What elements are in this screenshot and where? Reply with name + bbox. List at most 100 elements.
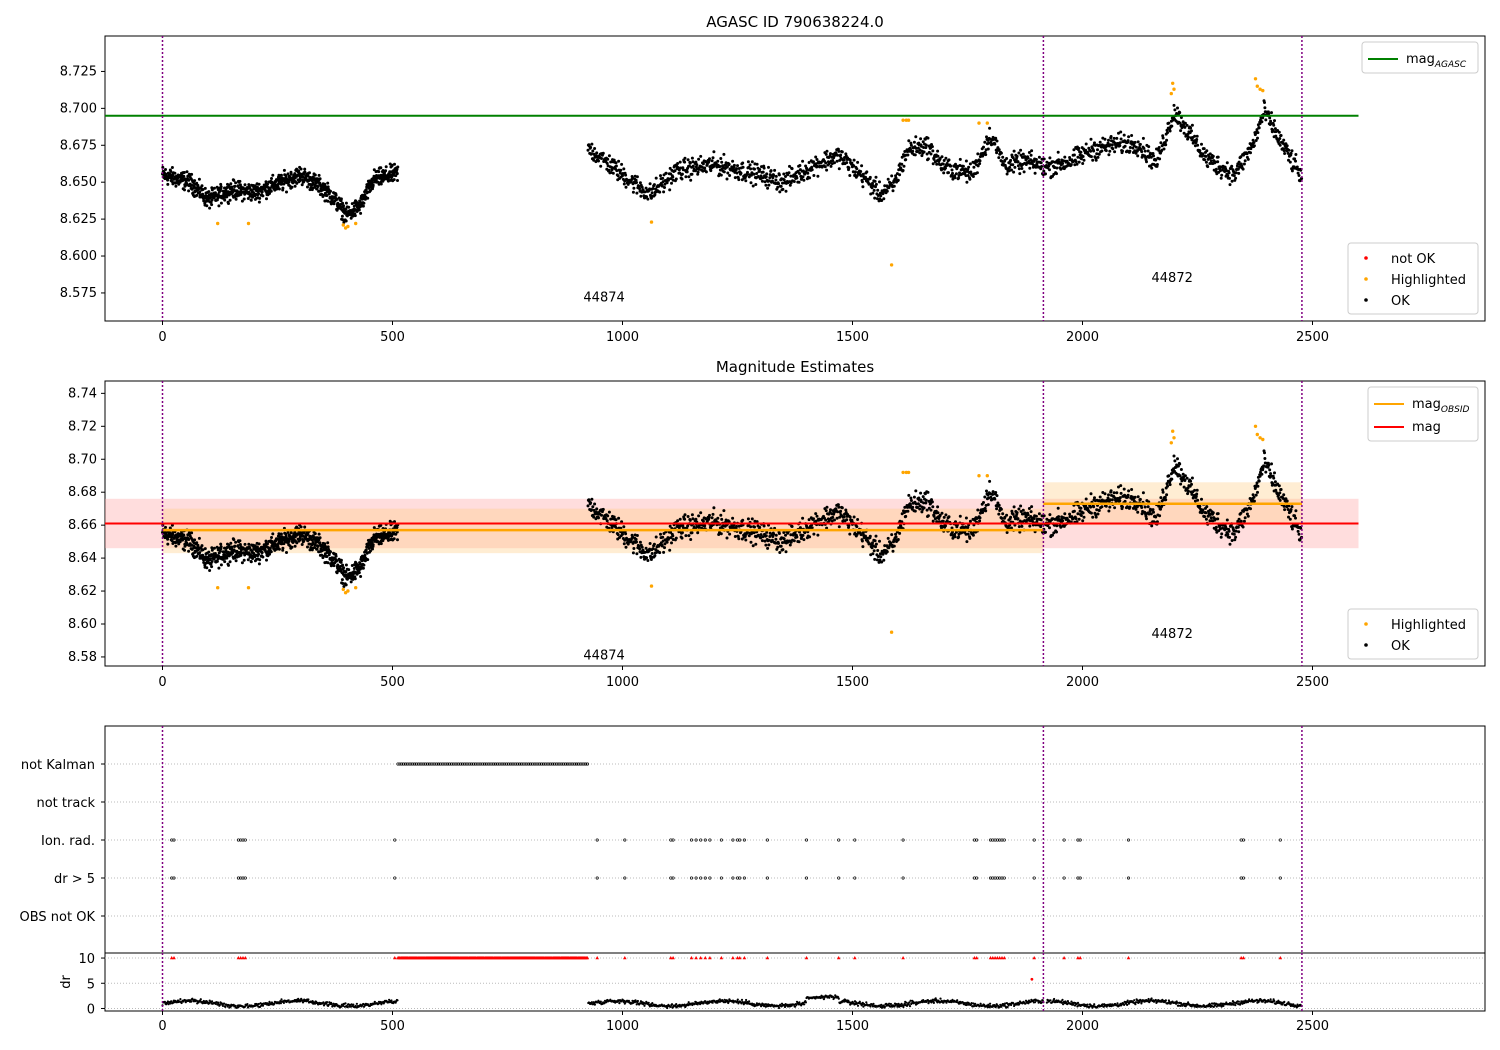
ok-point (840, 506, 844, 510)
ok-point (395, 167, 399, 171)
ok-point (1084, 504, 1088, 508)
ok-point (659, 174, 662, 178)
ok-point (762, 524, 766, 528)
ok-point (653, 193, 657, 197)
ok-point (741, 165, 745, 169)
ok-point (1189, 126, 1193, 130)
ok-point (239, 553, 243, 557)
ok-point (954, 162, 957, 166)
ok-point (1214, 160, 1217, 164)
ok-point (332, 202, 336, 206)
ok-point (1075, 162, 1079, 166)
ok-point (812, 174, 816, 177)
ok-point (217, 566, 221, 570)
ok-point (752, 531, 756, 535)
ok-point (192, 544, 196, 548)
ok-point (390, 163, 394, 167)
ok-point (954, 520, 957, 524)
ok-point (897, 168, 901, 172)
ok-point (1166, 131, 1169, 135)
ok-point (1107, 138, 1110, 142)
ok-point (784, 533, 787, 537)
ok-point (243, 183, 247, 187)
ok-point (906, 509, 910, 513)
ok-point (210, 203, 214, 207)
ok-point (879, 194, 883, 198)
ok-point (926, 514, 930, 518)
ok-point (1160, 504, 1164, 508)
ok-point (1118, 141, 1122, 145)
ok-point (291, 541, 295, 544)
ok-point (187, 538, 191, 541)
ok-point (1205, 149, 1209, 153)
ok-point (230, 185, 234, 189)
ok-point (266, 182, 269, 186)
ok-point (164, 525, 167, 529)
ok-point (326, 185, 330, 189)
ok-point (661, 176, 665, 180)
ok-point (882, 197, 886, 201)
ok-point (593, 147, 597, 150)
ok-point (690, 531, 694, 535)
ok-point (174, 544, 178, 548)
ok-point (756, 533, 760, 537)
ok-point (270, 177, 273, 180)
ok-point (730, 165, 734, 169)
ok-point (1270, 111, 1273, 115)
ok-point (653, 554, 657, 558)
ok-point (835, 516, 839, 520)
ok-point (894, 174, 898, 178)
ok-point (1136, 495, 1140, 499)
ok-point (766, 186, 770, 190)
ok-point (855, 525, 859, 529)
ok-point (394, 532, 398, 536)
ok-point (270, 536, 273, 539)
ok-point (219, 563, 223, 567)
ok-point (725, 536, 729, 540)
ok-point (271, 173, 275, 177)
ok-point (958, 514, 962, 518)
ok-point (947, 515, 951, 519)
ok-point (1172, 454, 1176, 458)
ok-point (690, 172, 694, 176)
ok-point (635, 534, 639, 537)
ok-point (634, 178, 638, 182)
ok-point (754, 542, 758, 546)
ok-point (881, 552, 885, 556)
ok-point (219, 182, 223, 186)
ok-point (1103, 137, 1107, 141)
ok-point (769, 169, 773, 173)
ok-point (621, 532, 624, 536)
ok-point (1157, 148, 1161, 152)
ok-point (687, 534, 691, 538)
ok-point (790, 525, 794, 528)
ok-point (764, 183, 768, 187)
ok-point (808, 176, 812, 180)
ok-point (1097, 509, 1101, 512)
ok-point (712, 150, 716, 154)
ok-point (396, 165, 400, 169)
ok-point (210, 548, 214, 552)
ok-point (782, 531, 786, 534)
ok-point (269, 550, 273, 554)
ok-point (936, 149, 940, 153)
ok-point (940, 155, 944, 159)
ok-point (614, 161, 618, 165)
ok-point (658, 551, 662, 555)
ok-point (663, 186, 666, 189)
ok-point (1115, 136, 1119, 140)
ok-point (925, 508, 929, 512)
ok-point (1283, 152, 1287, 155)
ok-point (1228, 176, 1231, 180)
y-tick-label: 8.68 (68, 485, 97, 500)
ok-point (789, 533, 793, 537)
ok-point (749, 181, 753, 185)
ok-point (1272, 123, 1276, 127)
ok-point (1009, 158, 1013, 162)
ok-point (797, 540, 801, 544)
ok-point (1012, 505, 1016, 509)
ok-point (1096, 512, 1100, 516)
ok-point (997, 512, 1001, 516)
ok-point (761, 535, 765, 539)
ok-point (725, 177, 729, 181)
